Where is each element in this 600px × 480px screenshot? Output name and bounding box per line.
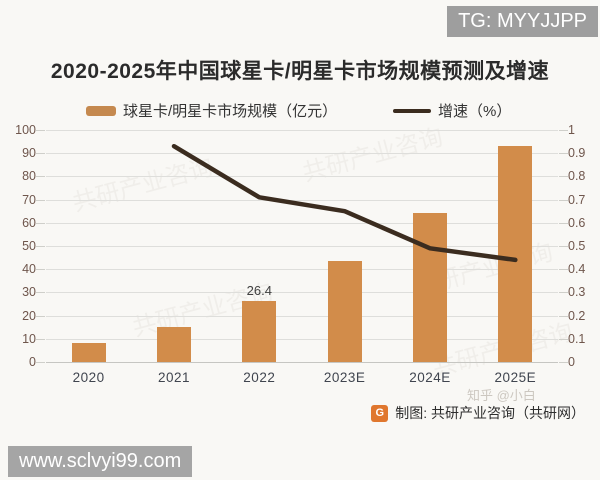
x-axis-label-2025E: 2025E: [494, 370, 537, 385]
gridline: [46, 292, 558, 294]
y-axis-label-right: 0.2: [568, 308, 586, 323]
bar-2024E: [413, 212, 447, 362]
y-axis-label-right: 0.9: [568, 146, 586, 161]
y-tick-left: [36, 292, 45, 294]
gridline: [46, 153, 558, 155]
y-axis-label-left: 90: [22, 146, 36, 161]
x-axis-label-2022: 2022: [243, 370, 276, 385]
source-logo-icon: G: [371, 404, 389, 422]
gridline: [46, 222, 558, 224]
website-url-badge: www.sclvyi99.com: [8, 446, 193, 477]
y-axis-label-left: 60: [22, 215, 36, 230]
growth-rate-polyline: [171, 143, 518, 263]
y-tick-left: [36, 130, 45, 131]
y-tick-left: [36, 338, 45, 340]
y-tick-right: [559, 338, 568, 340]
y-tick-right: [559, 130, 568, 131]
y-tick-left: [36, 153, 45, 155]
y-tick-right: [559, 222, 568, 224]
y-tick-right: [559, 246, 568, 247]
y-tick-left: [36, 176, 45, 178]
y-axis-label-left: 70: [22, 192, 36, 207]
x-axis-label-2023E: 2023E: [323, 370, 366, 385]
y-axis-label-left: 80: [22, 169, 36, 184]
y-axis-label-right: 0.7: [568, 192, 586, 207]
bar-value-label: 26.4: [246, 282, 272, 298]
bar-2023E: [327, 261, 362, 362]
legend-item-growth-rate: 增速（%）: [393, 100, 511, 121]
y-tick-right: [559, 176, 568, 178]
y-tick-left: [36, 315, 45, 317]
y-axis-label-right: 1: [568, 123, 575, 137]
gridline: [46, 315, 558, 317]
x-axis-label-2024E: 2024E: [409, 370, 451, 385]
y-axis-label-left: 40: [22, 262, 36, 277]
legend-item-market-size: 球星卡/明星卡市场规模（亿元）: [86, 100, 337, 121]
y-axis-label-left: 50: [22, 239, 36, 253]
y-axis-label-left: 0: [29, 355, 36, 369]
y-axis-label-left: 100: [15, 123, 36, 137]
x-axis-label-2020: 2020: [72, 370, 105, 385]
y-axis-label-right: 0: [568, 355, 575, 369]
y-axis-label-right: 0.4: [568, 262, 586, 277]
y-tick-left: [36, 222, 45, 224]
plot-area: 100 1 90 0.9 80 0.8 70 0.7 60 0.6 50 0.5 40 0.4 30 0.3 2…: [15, 124, 585, 385]
y-tick-right: [559, 199, 568, 201]
line-legend-swatch-icon: [393, 108, 431, 113]
chart-title: 2020-2025年中国球星卡/明星卡市场规模预测及增速: [50, 60, 550, 83]
y-tick-left: [36, 199, 45, 201]
gridline: [46, 176, 558, 178]
y-axis-label-right: 0.8: [568, 169, 586, 184]
y-tick-right: [559, 362, 568, 363]
y-tick-right: [559, 315, 568, 317]
y-tick-left: [36, 362, 45, 363]
y-axis-label-left: 30: [22, 285, 36, 300]
legend-label-market-size: 球星卡/明星卡市场规模（亿元）: [123, 103, 338, 120]
y-axis-label-right: 0.6: [568, 215, 586, 230]
y-axis-label-left: 10: [22, 331, 36, 346]
gridline: [46, 338, 558, 340]
source-text: 制图: 共研产业咨询（共研网）: [395, 405, 585, 421]
y-axis-label-left: 20: [22, 308, 36, 323]
y-tick-right: [559, 269, 568, 271]
bar-2025E: [498, 146, 533, 362]
y-axis-label-right: 0.5: [568, 239, 586, 253]
bar-2022: [242, 300, 277, 362]
y-tick-right: [559, 292, 568, 294]
gridline: [46, 362, 558, 363]
source-attribution: G 制图: 共研产业咨询（共研网）: [371, 403, 585, 423]
bar-legend-swatch-icon: [86, 105, 116, 116]
bar-2021: [157, 327, 191, 362]
gridline: [46, 246, 558, 247]
x-axis-label-2021: 2021: [157, 370, 191, 385]
gridline: [46, 199, 558, 201]
y-tick-right: [559, 153, 568, 155]
y-tick-left: [36, 246, 45, 247]
y-axis-label-right: 0.1: [568, 331, 586, 346]
gridline: [46, 269, 558, 271]
legend-label-growth-rate: 增速（%）: [438, 103, 512, 120]
gridline: [46, 130, 558, 131]
y-tick-left: [36, 269, 45, 271]
bar-2020: [71, 343, 106, 362]
corner-watermark: 知乎 @小白: [467, 388, 536, 403]
telegram-contact-badge: TG: MYYJJPP: [447, 6, 598, 37]
y-axis-label-right: 0.3: [568, 285, 586, 300]
